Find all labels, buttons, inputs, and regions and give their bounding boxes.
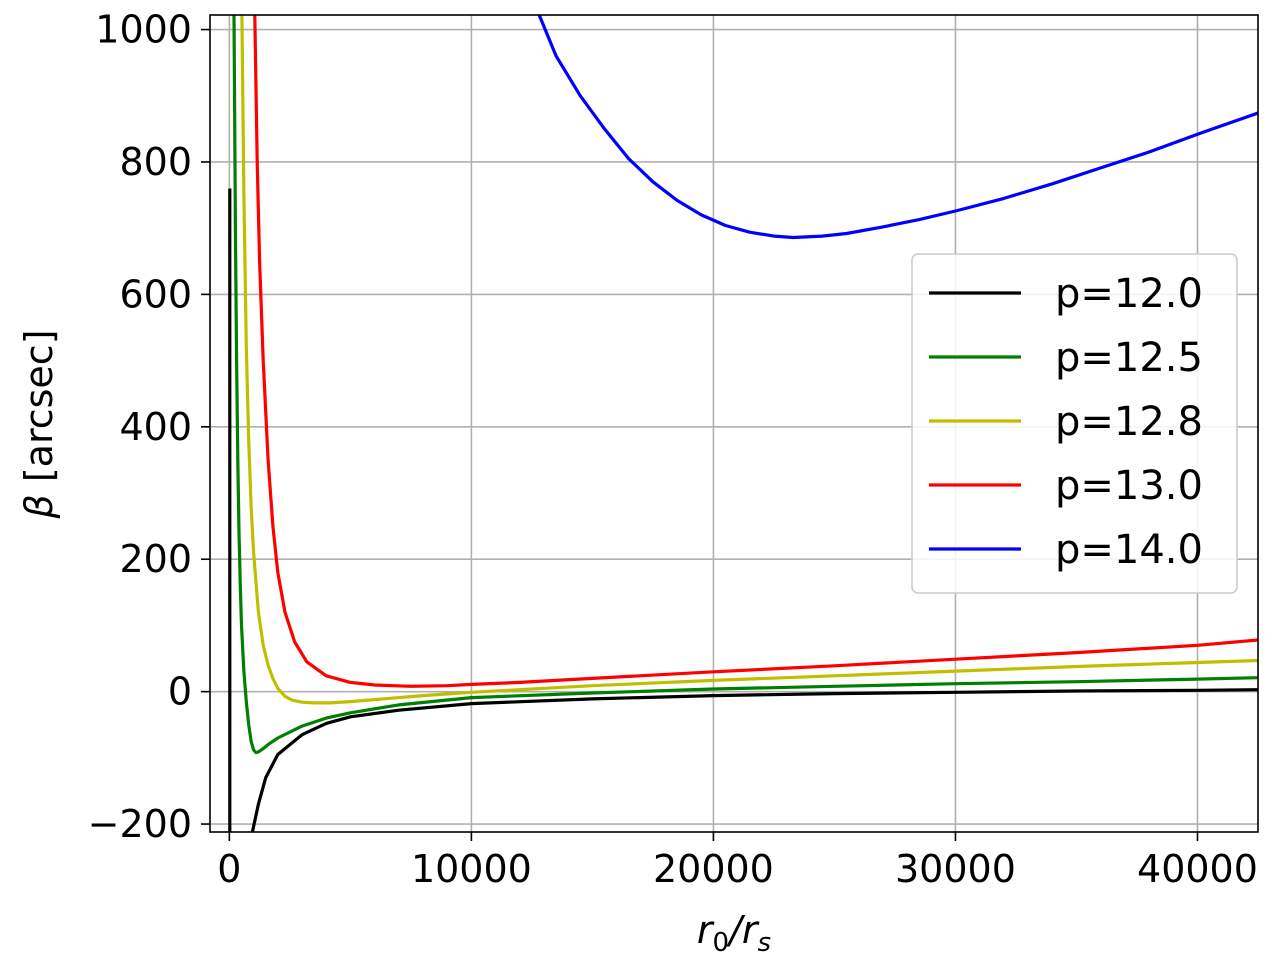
x-tick-label: 30000 [895, 847, 1016, 891]
y-tick-label: 600 [119, 272, 192, 316]
plot-frame [209, 14, 1259, 833]
legend-label: p=12.5 [1055, 335, 1203, 381]
series-line [253, 15, 1258, 688]
series-layer [228, 15, 1258, 832]
x-axis-ticks: 0 10000 20000 30000 40000 [217, 832, 1258, 891]
series-p-12-5 [232, 15, 1258, 755]
y-tick-label: −200 [88, 802, 192, 846]
x-axis-label: r0/rs [697, 908, 771, 958]
legend-label: p=14.0 [1055, 527, 1203, 573]
y-axis-ticks: −200 0 200 400 600 800 1000 [88, 8, 210, 846]
series-line [232, 15, 1258, 755]
y-tick-label: 1000 [95, 8, 192, 52]
x-tick-label: 0 [217, 847, 241, 891]
series-line [537, 15, 1258, 240]
x-tick-label: 10000 [411, 847, 532, 891]
series-line [250, 688, 1258, 832]
legend-frame [911, 253, 1238, 594]
y-tick-label: 800 [119, 140, 192, 184]
series-p-12-0 [228, 188, 1258, 832]
legend-label: p=12.0 [1055, 271, 1203, 317]
legend-label: p=13.0 [1055, 463, 1203, 509]
y-tick-label: 200 [119, 537, 192, 581]
series-line [240, 15, 1258, 705]
y-axis-label: β [arcsec] [17, 329, 61, 519]
series-p-14-0 [537, 15, 1258, 240]
x-tick-label: 40000 [1137, 847, 1258, 891]
y-tick-label: 0 [168, 670, 192, 714]
series-p-13-0 [253, 15, 1258, 688]
x-tick-label: 20000 [653, 847, 774, 891]
legend-label: p=12.8 [1055, 399, 1203, 445]
legend: p=12.0 p=12.5 p=12.8 p=13.0 p=14.0 [911, 253, 1238, 594]
series-p-12-8 [240, 15, 1258, 705]
y-tick-label: 400 [119, 405, 192, 449]
